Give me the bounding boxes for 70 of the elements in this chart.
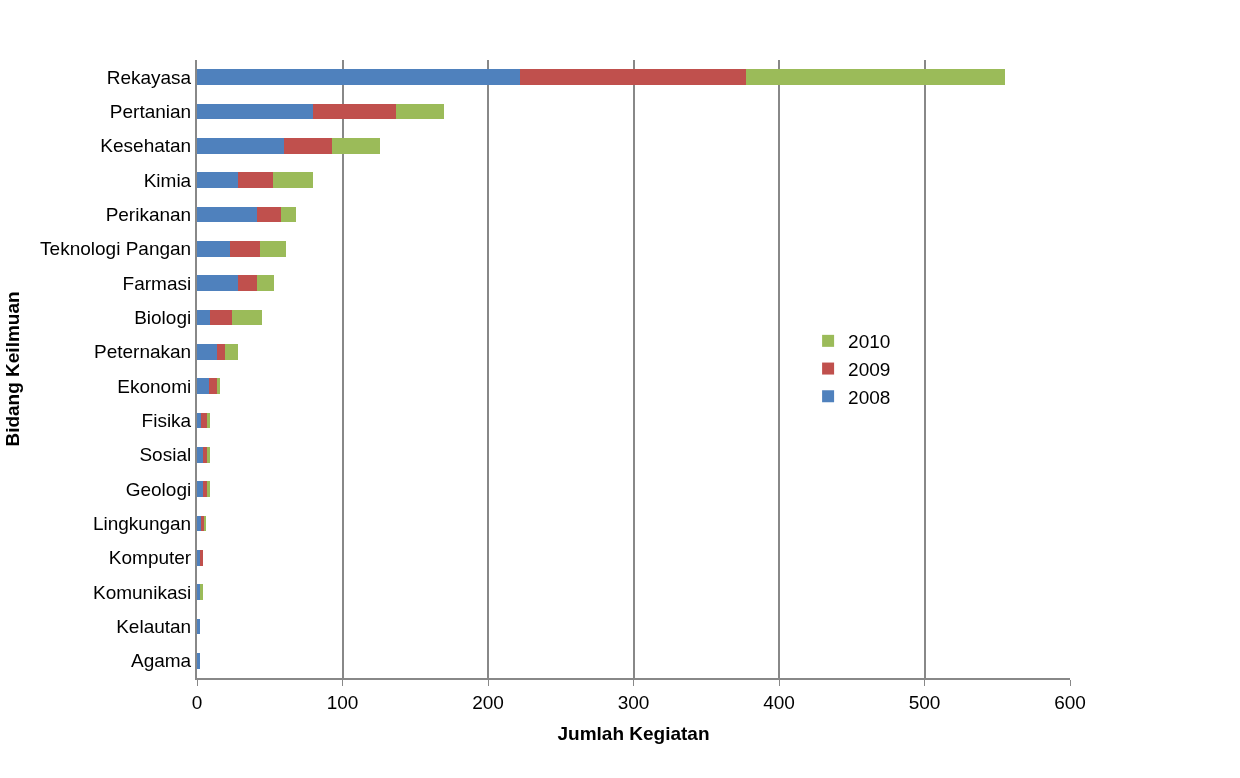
bar: [201, 412, 208, 429]
y-tick-label: Perikanan: [105, 204, 192, 226]
bar: [237, 172, 273, 188]
bar: [313, 103, 397, 120]
bar: [197, 344, 218, 360]
y-tick-label: Agama: [131, 650, 192, 672]
legend-label: 2010: [848, 331, 891, 353]
bar: [197, 481, 203, 497]
bar: [272, 172, 314, 188]
bar: [745, 69, 1005, 85]
x-tick-label: 300: [617, 691, 650, 713]
bar: [256, 275, 275, 291]
bar: [281, 206, 296, 223]
bar: [197, 69, 521, 85]
bar: [197, 241, 231, 257]
bar: [202, 447, 208, 463]
bar: [259, 241, 286, 257]
bar: [210, 309, 232, 326]
bar: [217, 378, 221, 394]
bar: [256, 206, 282, 223]
bar: [284, 138, 333, 154]
bar: [237, 275, 257, 291]
y-tick-label: Rekayasa: [106, 66, 192, 88]
bar: [197, 378, 209, 394]
x-axis-title: Jumlah Kegiatan: [557, 723, 710, 745]
bar: [224, 344, 238, 360]
y-tick-label: Sosial: [139, 444, 192, 466]
y-tick-label: Lingkungan: [92, 513, 192, 535]
y-tick-label: Geologi: [125, 478, 192, 500]
y-tick-label: Farmasi: [122, 272, 192, 294]
y-tick-label: Kelautan: [116, 616, 192, 638]
bar: [207, 447, 211, 463]
x-tick-label: 0: [191, 691, 203, 713]
x-tick-label: 100: [326, 691, 359, 713]
bar: [217, 344, 225, 360]
y-tick-label: Kesehatan: [100, 135, 192, 157]
x-tick-label: 500: [908, 691, 941, 713]
bar: [520, 69, 746, 85]
bar: [207, 481, 211, 497]
bar: [208, 378, 218, 394]
y-tick-label: Ekonomi: [117, 375, 192, 397]
x-tick-label: 400: [763, 691, 795, 713]
bar: [197, 103, 314, 120]
bar: [202, 481, 208, 497]
y-tick-label: Fisika: [141, 410, 192, 432]
bar: [197, 275, 238, 291]
bar: [197, 309, 211, 326]
bar: [197, 206, 257, 223]
legend-label: 2009: [848, 358, 891, 380]
bar: [197, 138, 285, 154]
x-tick-label: 600: [1054, 691, 1086, 713]
y-tick-label: Kimia: [143, 169, 192, 191]
y-tick-label: Biologi: [134, 307, 192, 329]
y-axis-title: Bidang Keilmuan: [2, 291, 24, 447]
bar: [396, 103, 445, 120]
y-tick-label: Pertanian: [109, 101, 192, 123]
bar: [231, 309, 263, 326]
bar: [230, 241, 260, 257]
bar: [332, 138, 381, 154]
y-tick-label: Komunikasi: [92, 581, 192, 603]
bar: [197, 172, 238, 188]
y-tick-label: Komputer: [108, 547, 192, 569]
bar: [207, 412, 211, 429]
bar: [197, 618, 200, 635]
bar: [197, 653, 200, 669]
y-tick-label: Peternakan: [94, 341, 192, 363]
y-tick-label: Teknologi Pangan: [40, 238, 192, 260]
bar: [197, 447, 203, 463]
legend-label: 2008: [848, 386, 891, 408]
x-tick-label: 200: [472, 691, 504, 713]
